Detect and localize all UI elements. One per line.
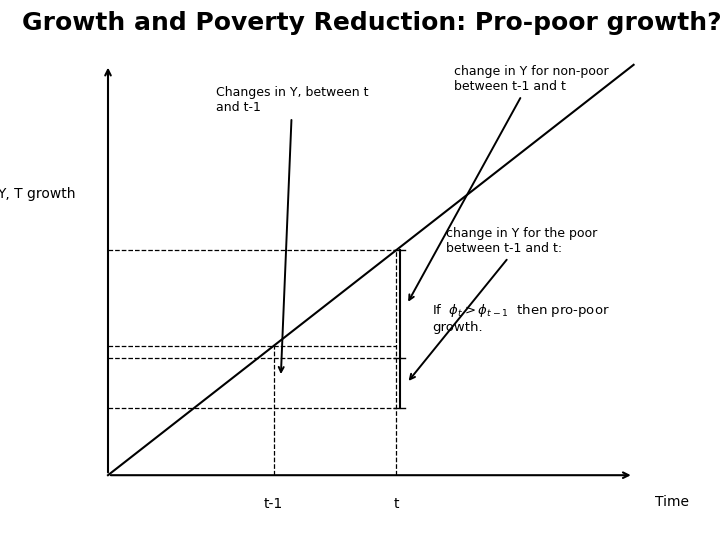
Text: Time: Time <box>655 495 689 509</box>
Text: change in Y for the poor
between t-1 and t:: change in Y for the poor between t-1 and… <box>410 227 598 379</box>
Text: If  $\phi_t > \phi_{t-1}$  then pro-poor
growth.: If $\phi_t > \phi_{t-1}$ then pro-poor g… <box>432 302 610 334</box>
Text: Y, T growth: Y, T growth <box>0 187 76 201</box>
Text: Growth and Poverty Reduction: Pro-poor growth?: Growth and Poverty Reduction: Pro-poor g… <box>22 11 720 35</box>
Text: t: t <box>393 497 399 511</box>
Text: change in Y for non-poor
between t-1 and t: change in Y for non-poor between t-1 and… <box>409 65 608 300</box>
Text: t-1: t-1 <box>264 497 283 511</box>
Text: Changes in Y, between t
and t-1: Changes in Y, between t and t-1 <box>216 86 369 372</box>
